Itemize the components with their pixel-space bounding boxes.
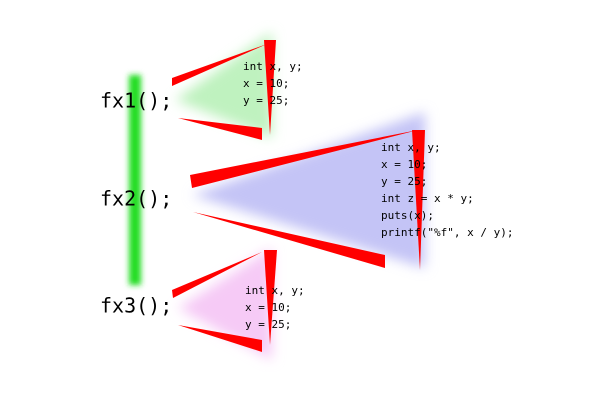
expansion-fill xyxy=(178,248,272,360)
expansion-fill xyxy=(175,32,272,138)
wedge xyxy=(193,212,385,268)
wedge xyxy=(178,118,262,140)
wedge xyxy=(178,325,262,352)
wedge xyxy=(264,40,276,135)
code-line: int x, y; xyxy=(243,60,303,73)
code-line: printf("%f", x / y); xyxy=(381,226,513,239)
wedge xyxy=(264,250,277,345)
code-line: x = 10; xyxy=(381,158,427,171)
code-line: int x, y; xyxy=(381,141,441,154)
call-label: fx1(); xyxy=(100,89,172,113)
wedges xyxy=(172,40,425,352)
code-line: int z = x * y; xyxy=(381,192,474,205)
texts: fx1(); int x, y; x = 10; y = 25; fx2(); int x… xyxy=(100,60,513,331)
code-line: puts(x); xyxy=(381,209,434,222)
call-label: fx2(); xyxy=(100,187,172,211)
wedge xyxy=(172,44,267,86)
expansion-fill xyxy=(192,112,425,268)
wedge xyxy=(190,130,418,188)
code-line: y = 25; xyxy=(243,94,289,107)
code-line: x = 10; xyxy=(245,301,291,314)
code-line: y = 25; xyxy=(381,175,427,188)
call-label: fx3(); xyxy=(100,294,172,318)
code-line: int x, y; xyxy=(245,284,305,297)
code-line: y = 25; xyxy=(245,318,291,331)
wedge xyxy=(172,252,262,298)
wedge xyxy=(412,130,425,270)
call-bar xyxy=(129,75,141,285)
code-line: x = 10; xyxy=(243,77,289,90)
